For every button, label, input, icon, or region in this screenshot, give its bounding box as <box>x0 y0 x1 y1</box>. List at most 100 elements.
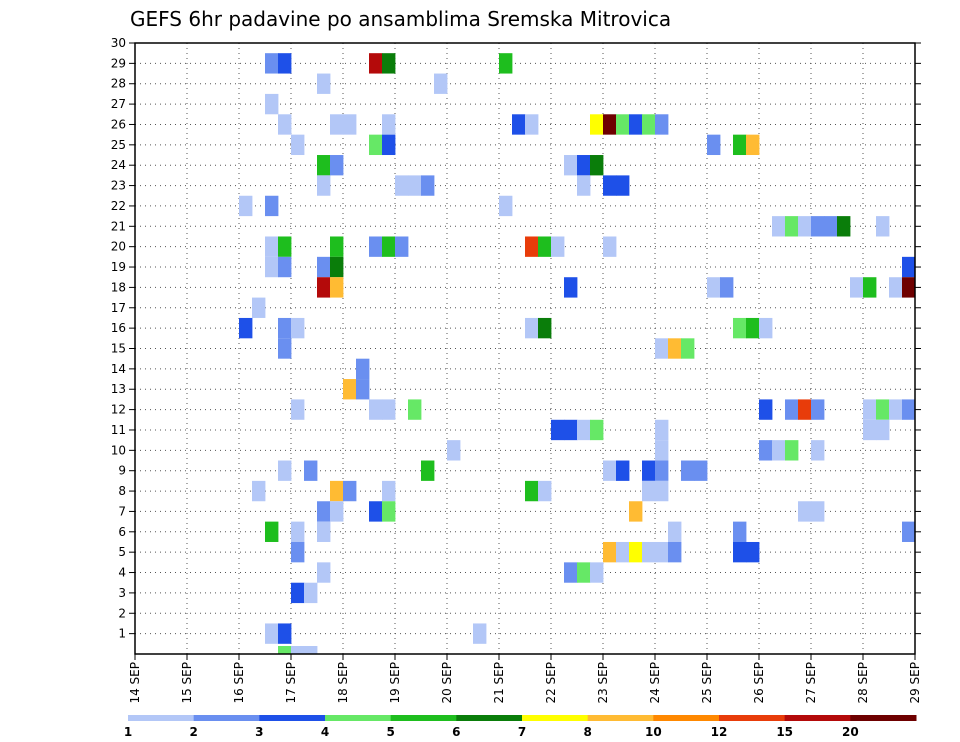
heatmap-cell <box>655 480 669 502</box>
heatmap-cell <box>382 399 396 420</box>
colorbar-label: 3 <box>255 725 263 739</box>
heatmap-cell <box>590 155 604 176</box>
heatmap-cell <box>642 480 656 502</box>
y-tick-label: 23 <box>111 179 126 193</box>
x-tick-label: 21 SEP <box>492 662 506 704</box>
colorbar-legend: 1 2 3 4 5 6 7 8 10 12 15 20 <box>124 715 917 739</box>
heatmap-cell <box>577 155 591 176</box>
heatmap-cell <box>265 623 279 644</box>
heatmap-cell <box>317 501 331 522</box>
heatmap-cell <box>902 521 916 542</box>
heatmap-cell <box>759 440 773 461</box>
heatmap-cell <box>759 317 773 339</box>
heatmap-cell <box>356 358 370 380</box>
heatmap-cell <box>473 623 487 644</box>
colorbar-label: 4 <box>321 725 329 739</box>
heatmap-cell <box>291 521 305 542</box>
heatmap-cell <box>265 195 279 217</box>
y-tick-label: 5 <box>118 545 126 559</box>
heatmap-cell <box>746 541 760 563</box>
colorbar-swatch <box>522 715 589 721</box>
y-tick-label: 13 <box>111 382 126 396</box>
colorbar-label: 12 <box>711 725 728 739</box>
heatmap-cell <box>330 277 344 298</box>
x-tick-label: 15 SEP <box>180 662 194 704</box>
colorbar-swatch <box>850 715 917 721</box>
heatmap-cell <box>291 317 305 339</box>
heatmap-cell <box>343 379 357 400</box>
heatmap-cell <box>772 440 786 461</box>
heatmap-cell <box>538 236 552 257</box>
y-tick-label: 4 <box>118 566 126 580</box>
x-tick-label: 29 SEP <box>908 662 922 704</box>
heatmap-cell <box>668 541 682 563</box>
heatmap-cell <box>863 277 877 298</box>
heatmap-cell <box>317 521 331 542</box>
heatmap-cell <box>369 53 383 74</box>
heatmap-cell <box>733 541 747 563</box>
heatmap-cell <box>317 562 331 583</box>
colorbar-label: 1 <box>124 725 132 739</box>
heatmap-cell <box>785 216 799 237</box>
heatmap-cell <box>681 338 695 359</box>
heatmap-cell <box>395 175 409 196</box>
heatmap-cell <box>239 317 253 339</box>
y-tick-label: 9 <box>118 464 126 478</box>
x-tick-label: 16 SEP <box>232 662 246 704</box>
heatmap-cell <box>876 419 890 441</box>
heatmap-cell <box>278 236 292 257</box>
heatmap-cell <box>278 623 292 644</box>
y-tick-label: 22 <box>111 199 126 213</box>
heatmap-cell <box>876 216 890 237</box>
heatmap-cell <box>239 195 253 217</box>
heatmap-cell <box>291 541 305 563</box>
heatmap-cell <box>811 501 825 522</box>
y-tick-label: 24 <box>111 158 126 172</box>
heatmap-cell <box>564 419 578 441</box>
x-tick-label: 22 SEP <box>544 662 558 704</box>
heatmap-cell <box>616 175 630 196</box>
heatmap-cell <box>434 73 448 94</box>
heatmap-cell <box>382 501 396 522</box>
heatmap-cell <box>382 114 396 135</box>
x-axis-ticks: 14 SEP 15 SEP 16 SEP 17 SEP 18 SEP 19 SEP 20 S… <box>128 654 922 704</box>
y-tick-label: 30 <box>111 36 126 50</box>
heatmap-cell <box>551 419 565 441</box>
heatmap-cell <box>317 175 331 196</box>
heatmap-cell <box>408 175 422 196</box>
y-axis-ticks: 1234567891011121314151617181920212223242… <box>111 36 921 641</box>
colorbar-swatch <box>325 715 392 721</box>
heatmap-cell <box>330 114 344 135</box>
colorbar-label: 2 <box>189 725 197 739</box>
heatmap-cell <box>720 277 734 298</box>
colorbar-label: 5 <box>386 725 394 739</box>
heatmap-cell <box>382 134 396 156</box>
heatmap-cell <box>603 236 617 257</box>
heatmap-cell <box>330 256 344 278</box>
y-tick-label: 10 <box>111 443 126 457</box>
heatmap-cell <box>343 480 357 502</box>
heatmap-cell <box>278 256 292 278</box>
heatmap-cell <box>278 646 292 654</box>
heatmap-cell <box>512 114 526 135</box>
y-tick-label: 11 <box>111 423 126 437</box>
x-tick-label: 26 SEP <box>752 662 766 704</box>
heatmap-cell <box>837 216 851 237</box>
heatmap-cell <box>603 460 617 481</box>
heatmap-cell <box>707 277 721 298</box>
x-tick-label: 28 SEP <box>856 662 870 704</box>
heatmap-cell <box>889 399 903 420</box>
y-tick-label: 6 <box>118 525 126 539</box>
heatmap-cell <box>330 501 344 522</box>
heatmap-cell <box>655 419 669 441</box>
heatmap-cell <box>629 114 643 135</box>
colorbar-swatch <box>653 715 720 721</box>
heatmap-cell <box>252 480 266 502</box>
heatmap-cell <box>681 460 695 481</box>
heatmap-cell <box>655 460 669 481</box>
heatmap-cell <box>902 399 916 420</box>
heatmap-cell <box>291 134 305 156</box>
data-cells <box>239 53 916 654</box>
